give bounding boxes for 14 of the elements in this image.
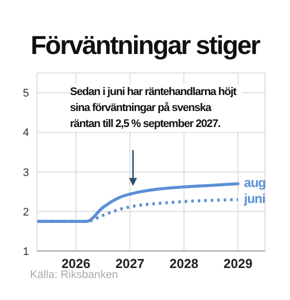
y-tick-label: 4	[22, 127, 29, 140]
chart-title: Förväntningar stiger	[30, 30, 261, 61]
series-label: aug	[244, 174, 266, 190]
y-tick-label: 5	[22, 88, 29, 100]
x-tick-label: 2028	[169, 256, 198, 272]
x-tick-label: 2027	[115, 256, 144, 272]
annotation: Sedan i juni har räntehandlarna höjt sina förväntningar på svenska räntan till 2,5 % september 2027.	[70, 84, 242, 132]
y-tick-label: 3	[22, 166, 29, 179]
y-tick-label: 1	[22, 246, 29, 258]
series-label: juni	[244, 190, 266, 206]
y-tick-label: 2	[22, 206, 29, 218]
x-tick-label: 2026	[61, 256, 90, 272]
x-tick-label: 2029	[224, 256, 252, 272]
text: Källa: Riksbanken	[30, 269, 118, 281]
